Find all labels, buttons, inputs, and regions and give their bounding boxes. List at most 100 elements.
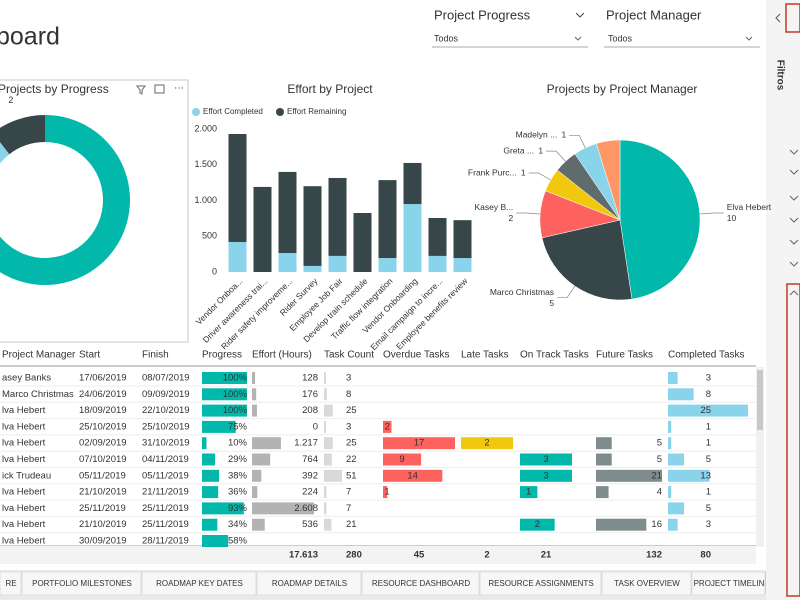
visual-frame [0,79,189,343]
data-bar [324,469,342,482]
cell-value: 128 [302,373,318,384]
highlight-box [785,3,800,33]
data-bar [668,420,672,433]
cell-value: 3 [706,519,711,530]
chevron [745,36,753,41]
cell-text: 31/10/2019 [142,438,190,449]
data-label-value: 1 [538,145,543,155]
scrollbar[interactable] [756,367,764,547]
bar-segment [253,186,272,272]
data-bar [202,453,216,466]
total-value: 132 [646,550,662,561]
cell-text: 07/10/2019 [79,454,127,465]
data-bar [668,453,684,466]
page-tab[interactable] [691,571,766,596]
cell-value: 2 [385,421,390,432]
data-label-name: Greta ... [503,145,534,155]
cell-value: 176 [302,389,318,400]
column-header[interactable]: Project Manager [2,350,76,361]
slicer[interactable]: Project Progress Todos [432,7,588,48]
cell-text: 22/10/2019 [142,405,190,416]
column-header[interactable]: Start [79,350,100,361]
y-tick-label: 1.500 [194,159,217,169]
cell-value: 21 [651,470,662,481]
data-bar [324,518,332,531]
column-header[interactable]: Task Count [324,350,374,361]
cell-value: 5 [657,454,662,465]
data-bar [668,502,684,515]
pane-chevron[interactable] [789,195,799,201]
cell-value: 17 [414,438,425,449]
cell-text: ick Trudeau [2,470,51,481]
filter-icon[interactable] [136,85,146,95]
page-tab[interactable] [0,571,22,596]
data-label: 2 [8,95,13,105]
pane-chevron[interactable] [789,217,799,223]
page-tab[interactable] [141,571,257,596]
cell-text: lva Hebert [2,454,46,465]
pane-chevron[interactable] [789,169,799,175]
leader-line [546,150,566,162]
column-header[interactable]: Effort (Hours) [252,350,312,361]
page-tab[interactable] [361,571,480,596]
data-bar [252,518,265,531]
pane-chevron[interactable] [789,239,799,245]
collapse-icon[interactable] [775,13,781,23]
column-header[interactable]: Finish [142,350,169,361]
bar-segment [403,204,422,272]
pane-chevron[interactable] [789,149,799,155]
cell-value: 38% [228,470,248,481]
pie-slice [619,139,701,300]
cell-text: 05/11/2019 [142,470,189,481]
column-header[interactable]: On Track Tasks [520,350,589,361]
cell-value: 7 [346,487,351,498]
focus-icon[interactable] [154,84,165,94]
column-header[interactable]: Late Tasks [461,350,509,361]
pane-chevron[interactable] [789,290,799,296]
cell-value: 5 [657,438,662,449]
tab-label: PROJECT TIMELIN [694,579,765,588]
cell-value: 5 [706,503,711,514]
bar-segment [328,177,347,256]
cell-value: 51 [346,470,357,481]
cell-value: 10% [228,438,248,449]
y-tick-label: 2.000 [194,123,217,133]
data-bar [461,437,513,450]
bar-segment [378,258,397,272]
data-bar [202,420,236,433]
cell-value: 7 [346,503,351,514]
data-label-value: 10 [727,213,737,223]
data-bar [520,518,555,531]
cell-value: 8 [706,389,711,400]
data-bar [324,372,326,384]
y-tick-label: 0 [212,266,217,276]
cell-value: 1 [706,421,711,432]
cell-text: 25/11/2019 [142,519,189,530]
y-tick-label: 500 [202,231,217,241]
page-tab[interactable] [479,571,602,596]
data-bar [324,420,326,433]
cell-text: lva Hebert [2,487,46,498]
data-bar [668,404,748,417]
cell-text: lva Hebert [2,519,46,530]
donut-slice [0,115,45,155]
pane-chevron[interactable] [789,261,799,267]
column-header[interactable]: Progress [202,350,242,361]
page-tab[interactable] [256,571,362,596]
more-icon[interactable]: ··· [174,83,184,94]
column-header[interactable]: Future Tasks [596,350,653,361]
bar-segment [453,220,472,259]
column-header[interactable]: Overdue Tasks [383,350,450,361]
cell-value: 1 [706,487,711,498]
pie-slice [596,139,621,221]
column-header[interactable]: Completed Tasks [668,350,745,361]
data-bar [252,502,314,515]
pie-slice [541,219,633,301]
data-label-value: 1 [561,130,566,140]
page-tab[interactable] [21,571,142,596]
scroll-thumb[interactable] [757,370,763,430]
page-tab[interactable] [601,571,692,596]
slicer[interactable]: Project Manager Todos [604,7,760,48]
cell-value: 25 [346,438,357,449]
bar-segment [303,265,322,272]
